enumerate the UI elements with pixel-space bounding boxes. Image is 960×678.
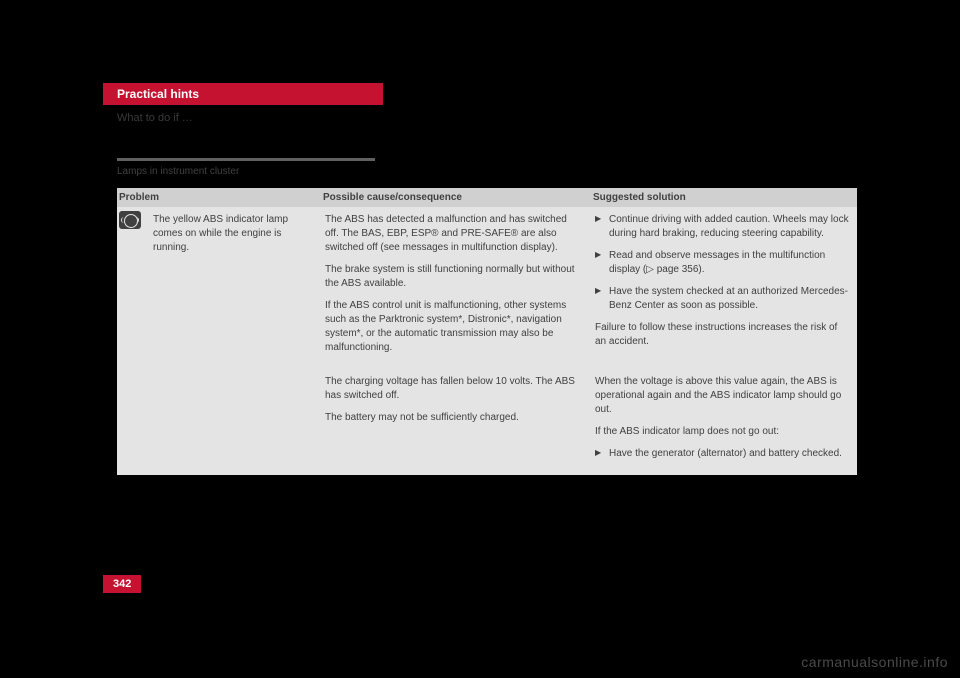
problem-text: The yellow ABS indicator lamp comes on w… [153, 214, 288, 253]
watermark-text: carmanualsonline.info [801, 654, 948, 670]
header-subtitle: What to do if … [117, 112, 193, 124]
cause-para: The ABS has detected a malfunction and h… [325, 213, 579, 255]
table-row: The yellow ABS indicator lamp comes on w… [117, 207, 857, 369]
cause-para: The charging voltage has fallen below 10… [325, 375, 579, 403]
solution-bullet: Continue driving with added caution. Whe… [595, 213, 849, 241]
solution-tail: Failure to follow these instructions inc… [595, 321, 849, 349]
section-title: Lamps in instrument cluster [117, 166, 239, 177]
section-divider [117, 158, 375, 161]
solution-bullet-text: Read and observe messages in the multifu… [609, 250, 825, 275]
cause-para: If the ABS control unit is malfunctionin… [325, 299, 579, 355]
cell-solution: When the voltage is above this value aga… [587, 369, 857, 475]
cell-cause: The ABS has detected a malfunction and h… [317, 207, 587, 369]
abs-warning-icon [119, 211, 141, 229]
th-problem: Problem [117, 188, 317, 207]
solution-para: If the ABS indicator lamp does not go ou… [595, 425, 849, 439]
cell-cause: The charging voltage has fallen below 10… [317, 369, 587, 475]
cell-icon [117, 207, 145, 475]
header-tab: Practical hints [103, 83, 383, 105]
cell-problem: The yellow ABS indicator lamp comes on w… [145, 207, 317, 475]
page-number: 342 [103, 575, 141, 593]
cause-para: The battery may not be sufficiently char… [325, 411, 579, 425]
solution-bullet: Read and observe messages in the multifu… [595, 249, 849, 277]
th-cause: Possible cause/consequence [317, 188, 587, 207]
table-header-row: Problem Possible cause/consequence Sugge… [117, 188, 857, 207]
troubleshooting-table: Problem Possible cause/consequence Sugge… [117, 188, 857, 475]
cause-para: The brake system is still functioning no… [325, 263, 579, 291]
solution-bullet: Have the generator (alternator) and batt… [595, 447, 849, 461]
th-solution: Suggested solution [587, 188, 857, 207]
solution-bullet: Have the system checked at an authorized… [595, 285, 849, 313]
solution-para: When the voltage is above this value aga… [595, 375, 849, 417]
cell-solution: Continue driving with added caution. Whe… [587, 207, 857, 369]
